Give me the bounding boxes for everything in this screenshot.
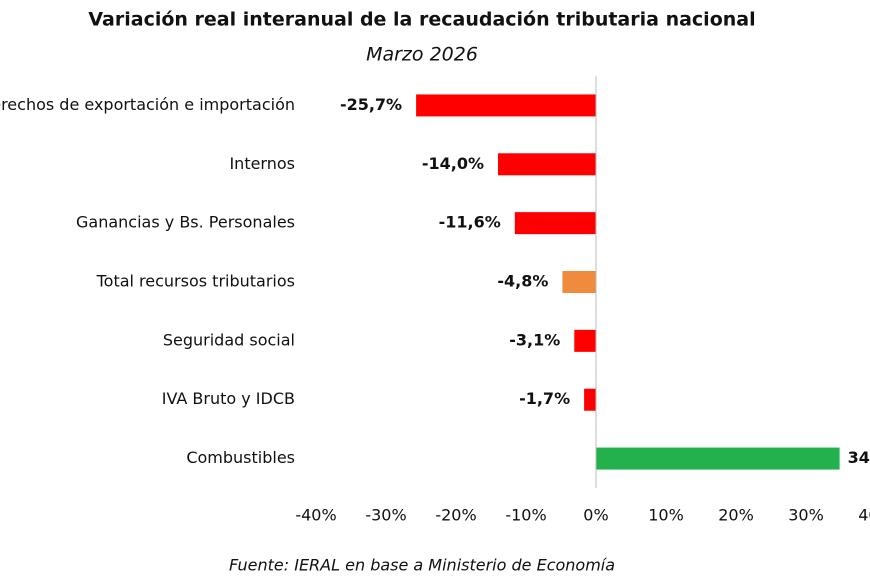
bar (584, 388, 596, 411)
category-label: IVA Bruto y IDCB (162, 389, 295, 408)
chart-subtitle: Marzo 2026 (366, 44, 478, 66)
bar (514, 212, 596, 235)
source-note: Fuente: IERAL en base a Ministerio de Ec… (229, 556, 615, 575)
x-tick-label: 10% (648, 506, 684, 525)
chart-title: Variación real interanual de la recaudac… (88, 9, 755, 31)
x-tick-label: -20% (435, 506, 476, 525)
category-label: Ganancias y Bs. Personales (76, 213, 295, 232)
bar (416, 94, 596, 117)
bar (574, 329, 596, 352)
x-tick-label: 20% (718, 506, 754, 525)
category-label: Seguridad social (163, 330, 295, 349)
category-label: Combustibles (186, 448, 295, 467)
x-tick-label: -30% (365, 506, 406, 525)
value-label: -25,7% (340, 95, 402, 114)
value-label: -11,6% (439, 213, 501, 232)
category-label: Derechos de exportación e importación (0, 95, 295, 114)
x-tick-label: -10% (505, 506, 546, 525)
value-label: -4,8% (497, 272, 548, 291)
category-label: Total recursos tributarios (96, 272, 295, 291)
value-label: -1,7% (519, 389, 570, 408)
category-label: Internos (229, 154, 295, 173)
value-label: 34,8% (848, 448, 870, 467)
x-tick-label: 40% (858, 506, 870, 525)
x-tick-label: 0% (583, 506, 608, 525)
x-tick-label: -40% (295, 506, 336, 525)
value-label: -3,1% (509, 330, 560, 349)
bar (596, 447, 840, 470)
bar (498, 153, 596, 176)
value-label: -14,0% (422, 154, 484, 173)
x-tick-label: 30% (788, 506, 824, 525)
bar (562, 271, 596, 293)
